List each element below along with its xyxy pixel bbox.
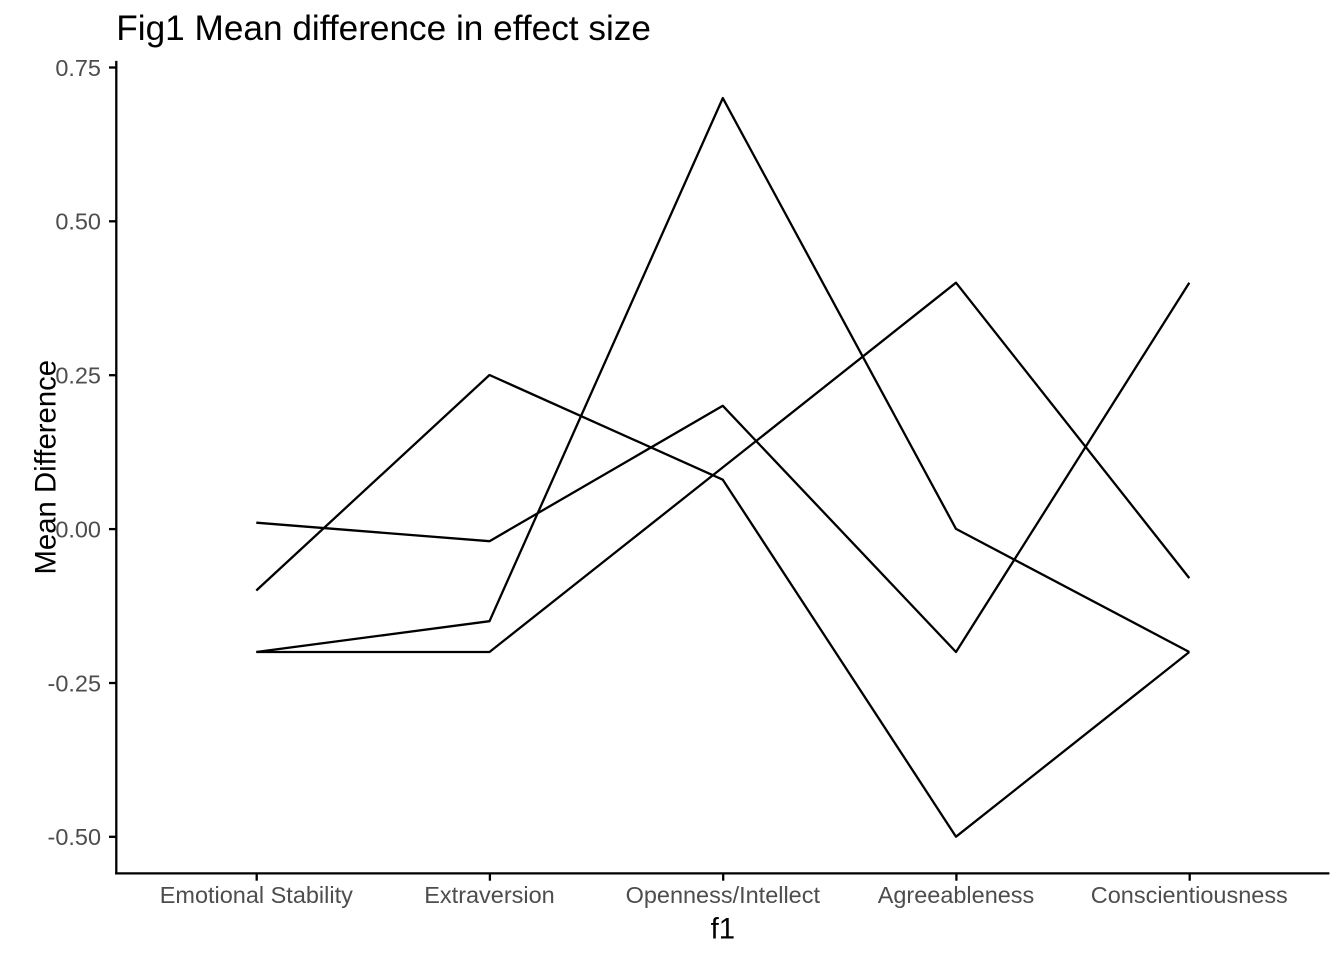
svg-text:0.00: 0.00 [55, 517, 101, 543]
svg-text:-0.25: -0.25 [48, 670, 102, 696]
svg-text:0.75: 0.75 [55, 55, 101, 81]
svg-text:Extraversion: Extraversion [424, 882, 554, 908]
svg-text:Fig1 Mean difference in effect: Fig1 Mean difference in effect size [116, 9, 651, 48]
svg-text:Emotional Stability: Emotional Stability [160, 882, 353, 908]
svg-text:Agreeableness: Agreeableness [878, 882, 1035, 908]
svg-text:Conscientiousness: Conscientiousness [1091, 882, 1288, 908]
svg-text:0.50: 0.50 [55, 209, 101, 235]
svg-text:-0.50: -0.50 [48, 824, 102, 850]
svg-text:f1: f1 [711, 912, 735, 945]
svg-text:Mean Difference: Mean Difference [30, 360, 63, 575]
svg-text:Openness/Intellect: Openness/Intellect [626, 882, 821, 908]
svg-text:0.25: 0.25 [55, 363, 101, 389]
